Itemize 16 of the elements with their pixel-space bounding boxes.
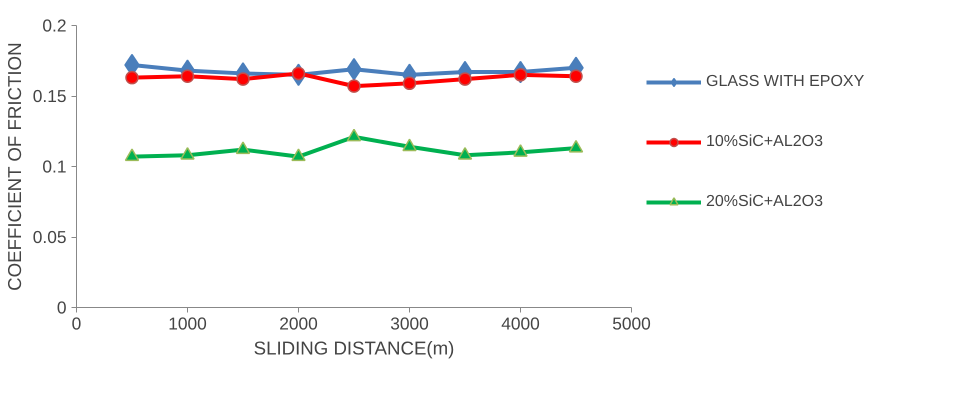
y-tick-label: 0.1 bbox=[42, 156, 67, 176]
legend-label: 20%SiC+AL2O3 bbox=[706, 193, 823, 211]
x-tick-label: 5000 bbox=[612, 314, 651, 334]
x-tick-label: 2000 bbox=[279, 314, 318, 334]
x-tick-label: 0 bbox=[72, 314, 82, 334]
legend-label: GLASS WITH EPOXY bbox=[706, 73, 864, 91]
y-tick-label: 0.05 bbox=[32, 227, 67, 247]
x-tick-label: 1000 bbox=[168, 314, 207, 334]
y-tick-label: 0.2 bbox=[42, 16, 67, 36]
x-tick-label: 3000 bbox=[390, 314, 429, 334]
x-axis-title: SLIDING DISTANCE(m) bbox=[254, 338, 454, 358]
legend-label: 10%SiC+AL2O3 bbox=[706, 133, 823, 151]
y-tick-label: 0.15 bbox=[32, 86, 67, 106]
y-tick-label: 0 bbox=[56, 298, 67, 318]
x-tick-label: 4000 bbox=[501, 314, 540, 334]
y-axis-title: COEFFICIENT OF FRICTION bbox=[4, 42, 25, 291]
